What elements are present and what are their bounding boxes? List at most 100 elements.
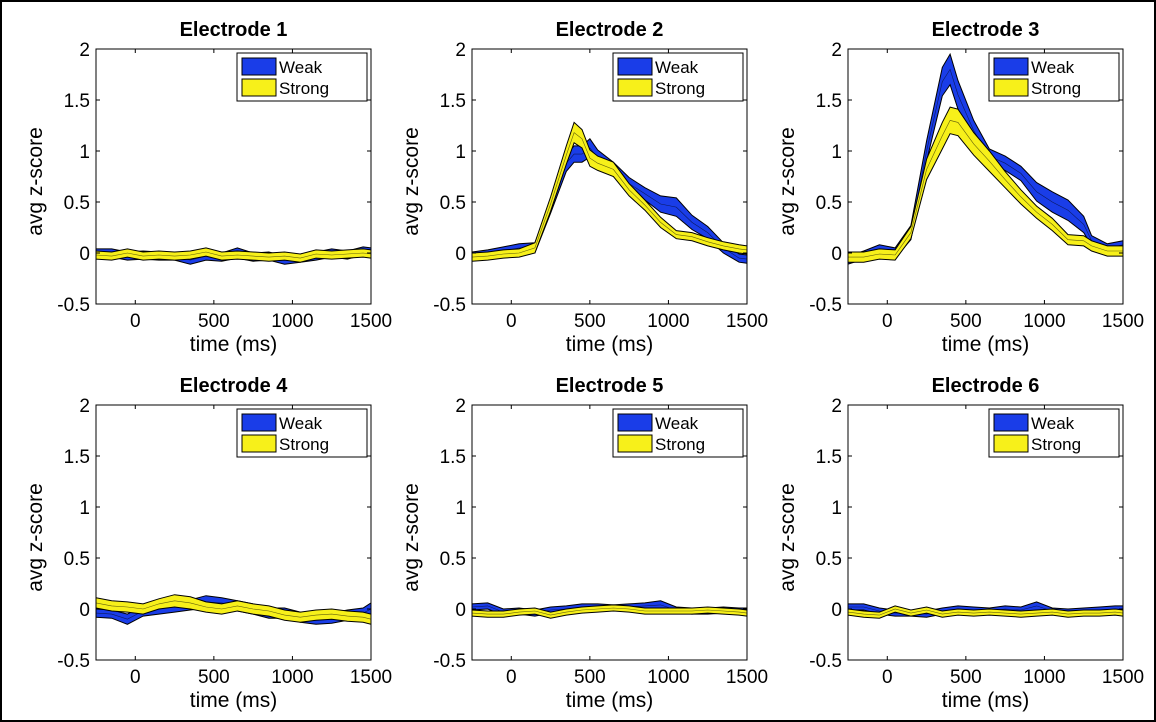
legend: Weak Strong bbox=[612, 408, 744, 458]
bands bbox=[472, 600, 747, 619]
y-tick-label: 1.5 bbox=[440, 91, 466, 112]
y-tick-label: -0.5 bbox=[433, 295, 466, 316]
strong-legend-swatch bbox=[617, 78, 653, 97]
x-axis-label: time (ms) bbox=[942, 689, 1030, 712]
weak-legend-swatch bbox=[241, 413, 277, 432]
legend: Weak Strong bbox=[236, 52, 368, 102]
x-axis-label: time (ms) bbox=[942, 333, 1030, 356]
strong-mean-line bbox=[96, 251, 371, 259]
y-tick-label: 1 bbox=[79, 498, 90, 519]
y-tick-label: 1 bbox=[455, 142, 466, 163]
x-axis-label: time (ms) bbox=[566, 333, 654, 356]
y-tick-label: -0.5 bbox=[809, 295, 842, 316]
x-tick-label: 1500 bbox=[726, 667, 768, 688]
weak-legend-swatch bbox=[617, 57, 653, 76]
y-tick-label: 0 bbox=[79, 600, 90, 621]
strong-legend-swatch bbox=[617, 434, 653, 453]
legend: Weak Strong bbox=[988, 408, 1120, 458]
y-tick-label: -0.5 bbox=[57, 295, 90, 316]
strong-upper-edge bbox=[96, 247, 371, 255]
y-tick-label: 0.5 bbox=[64, 193, 90, 214]
electrode-panel-6: -0.5 0 0.5 1 1.5 2 0 500 1000 1500 Electrode 6 time… bbox=[776, 375, 1144, 712]
weak-upper-edge bbox=[848, 52, 1123, 257]
strong-legend-label: Strong bbox=[1031, 435, 1081, 454]
y-tick-label: 1.5 bbox=[816, 447, 842, 468]
x-tick-label: 1000 bbox=[271, 667, 313, 688]
y-tick-label: -0.5 bbox=[433, 651, 466, 672]
chart-title: Electrode 4 bbox=[180, 375, 289, 397]
bands bbox=[96, 594, 371, 625]
strong-upper-edge bbox=[96, 594, 371, 615]
strong-lower-edge bbox=[848, 133, 1123, 263]
chart-title: Electrode 5 bbox=[556, 375, 664, 397]
strong-legend-swatch bbox=[241, 434, 277, 453]
x-tick-label: 500 bbox=[574, 667, 606, 688]
x-axis-label: time (ms) bbox=[566, 689, 654, 712]
x-tick-label: 500 bbox=[574, 311, 606, 332]
strong-legend-label: Strong bbox=[655, 435, 705, 454]
chart-title: Electrode 6 bbox=[932, 375, 1040, 397]
y-axis-label: avg z-score bbox=[24, 483, 47, 592]
y-axis-label: avg z-score bbox=[24, 127, 47, 236]
y-tick-label: 1.5 bbox=[816, 91, 842, 112]
x-tick-label: 0 bbox=[130, 311, 141, 332]
x-tick-label: 0 bbox=[506, 667, 517, 688]
strong-upper-edge bbox=[848, 605, 1123, 613]
y-tick-label: 2 bbox=[831, 40, 842, 61]
x-tick-label: 1000 bbox=[1023, 311, 1065, 332]
weak-legend-swatch bbox=[241, 57, 277, 76]
weak-legend-swatch bbox=[993, 57, 1029, 76]
strong-legend-swatch bbox=[993, 78, 1029, 97]
weak-legend-label: Weak bbox=[655, 414, 699, 433]
y-axis-label: avg z-score bbox=[776, 127, 799, 236]
strong-legend-swatch bbox=[241, 78, 277, 97]
strong-mean-line bbox=[96, 600, 371, 620]
weak-band bbox=[848, 54, 1123, 265]
x-tick-label: 0 bbox=[882, 311, 893, 332]
x-tick-label: 500 bbox=[198, 311, 230, 332]
strong-upper-edge bbox=[472, 604, 747, 613]
x-tick-label: 1500 bbox=[350, 667, 392, 688]
weak-legend-label: Weak bbox=[655, 58, 699, 77]
legend: Weak Strong bbox=[612, 52, 744, 102]
y-tick-label: 0 bbox=[831, 244, 842, 265]
chart-title: Electrode 2 bbox=[556, 19, 664, 41]
y-tick-label: 0 bbox=[79, 244, 90, 265]
weak-legend-swatch bbox=[993, 413, 1029, 432]
electrode-panel-2: -0.5 0 0.5 1 1.5 2 0 500 1000 1500 Electrode 2 time… bbox=[400, 19, 768, 356]
legend: Weak Strong bbox=[988, 52, 1120, 102]
x-tick-label: 1500 bbox=[1102, 667, 1144, 688]
x-tick-label: 500 bbox=[950, 667, 982, 688]
x-tick-label: 0 bbox=[130, 667, 141, 688]
y-axis-label: avg z-score bbox=[400, 483, 423, 592]
chart-title: Electrode 3 bbox=[932, 19, 1040, 41]
y-axis-label: avg z-score bbox=[776, 483, 799, 592]
weak-legend-label: Weak bbox=[1031, 414, 1075, 433]
x-tick-label: 1500 bbox=[350, 311, 392, 332]
y-tick-label: 1 bbox=[79, 142, 90, 163]
strong-lower-edge bbox=[96, 606, 371, 625]
strong-mean-line bbox=[472, 607, 747, 616]
weak-upper-edge bbox=[96, 246, 371, 257]
x-axis-label: time (ms) bbox=[190, 333, 278, 356]
y-tick-label: 2 bbox=[831, 396, 842, 417]
y-tick-label: 0.5 bbox=[440, 193, 466, 214]
strong-lower-edge bbox=[472, 610, 747, 619]
axes-box bbox=[95, 404, 372, 661]
y-tick-label: 0.5 bbox=[816, 193, 842, 214]
electrode-panel-5: -0.5 0 0.5 1 1.5 2 0 500 1000 1500 Electrode 5 time… bbox=[400, 375, 768, 712]
y-tick-label: 1 bbox=[455, 498, 466, 519]
y-tick-label: 1 bbox=[831, 142, 842, 163]
x-tick-label: 500 bbox=[198, 667, 230, 688]
axes-box bbox=[95, 48, 372, 305]
axes-box bbox=[847, 404, 1124, 661]
weak-legend-label: Weak bbox=[279, 58, 323, 77]
weak-upper-edge bbox=[472, 138, 747, 256]
strong-upper-edge bbox=[472, 121, 747, 254]
y-axis-label: avg z-score bbox=[400, 127, 423, 236]
x-tick-label: 0 bbox=[506, 311, 517, 332]
strong-legend-swatch bbox=[993, 434, 1029, 453]
x-tick-label: 1000 bbox=[1023, 667, 1065, 688]
strong-lower-edge bbox=[848, 611, 1123, 619]
